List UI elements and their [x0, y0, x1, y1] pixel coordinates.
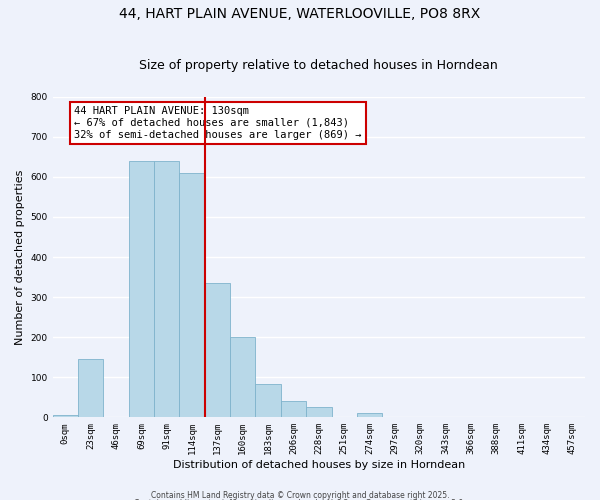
- Text: Contains HM Land Registry data © Crown copyright and database right 2025.: Contains HM Land Registry data © Crown c…: [151, 490, 449, 500]
- Bar: [306, 406, 332, 418]
- X-axis label: Distribution of detached houses by size in Horndean: Distribution of detached houses by size …: [173, 460, 465, 470]
- Bar: [179, 173, 205, 418]
- Bar: [78, 359, 103, 418]
- Y-axis label: Number of detached properties: Number of detached properties: [15, 170, 25, 344]
- Bar: [230, 337, 256, 417]
- Bar: [53, 416, 78, 418]
- Bar: [205, 283, 230, 418]
- Bar: [256, 384, 281, 418]
- Bar: [281, 400, 306, 417]
- Bar: [129, 161, 154, 417]
- Text: 44, HART PLAIN AVENUE, WATERLOOVILLE, PO8 8RX: 44, HART PLAIN AVENUE, WATERLOOVILLE, PO…: [119, 8, 481, 22]
- Text: Contains public sector information licensed under the Open Government Licence v3: Contains public sector information licen…: [134, 499, 466, 500]
- Bar: [357, 413, 382, 418]
- Title: Size of property relative to detached houses in Horndean: Size of property relative to detached ho…: [139, 59, 498, 72]
- Text: 44 HART PLAIN AVENUE: 130sqm
← 67% of detached houses are smaller (1,843)
32% of: 44 HART PLAIN AVENUE: 130sqm ← 67% of de…: [74, 106, 361, 140]
- Bar: [154, 161, 179, 417]
